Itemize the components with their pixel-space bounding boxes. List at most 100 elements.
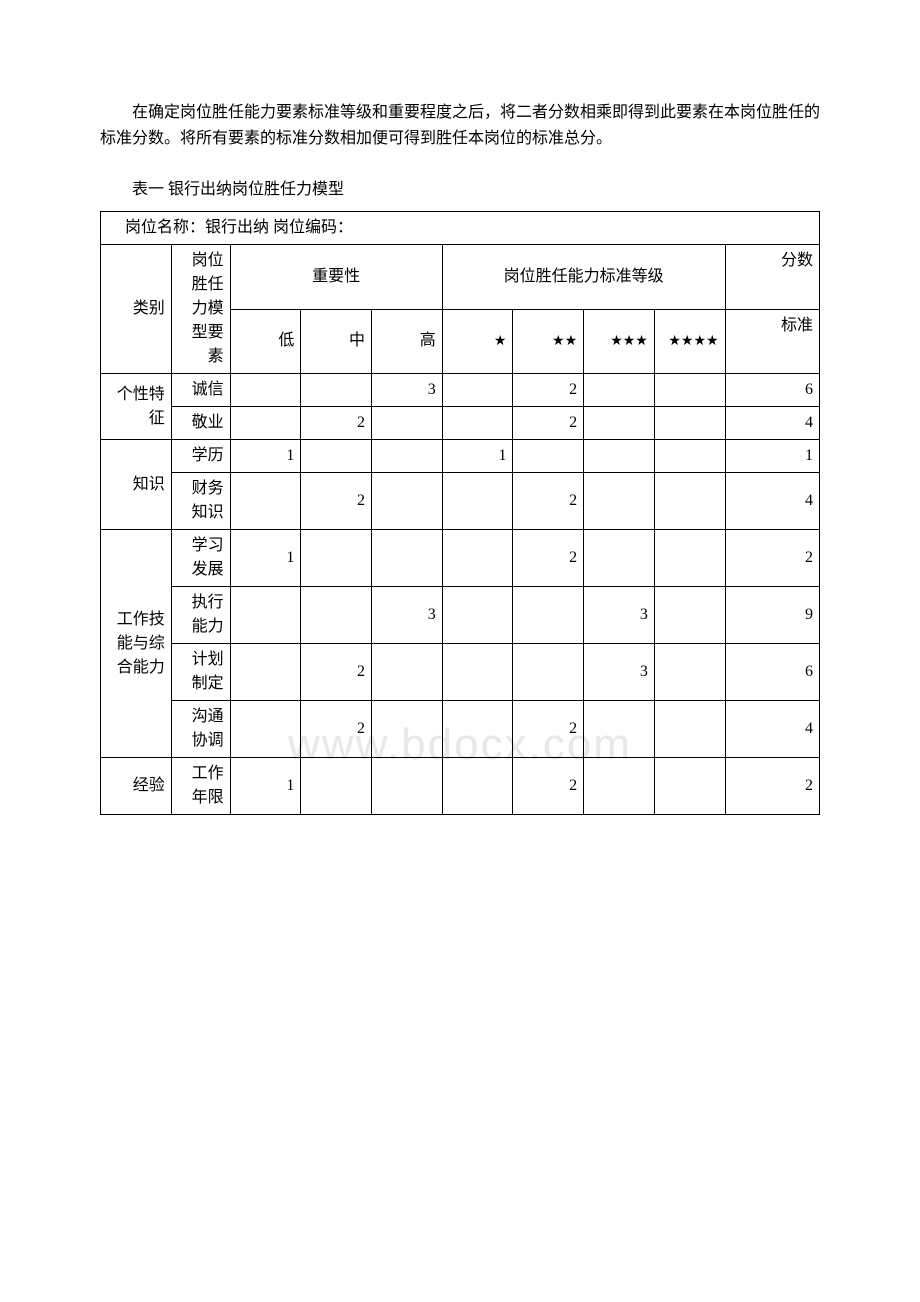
cell (513, 440, 584, 473)
element-label: 诚信 (171, 374, 230, 407)
cell: 1 (230, 530, 301, 587)
table-row: 工作技能与综合能力 学习发展 1 2 2 (101, 530, 820, 587)
cell (654, 701, 725, 758)
cell-score: 1 (725, 440, 819, 473)
hdr-star1: ★ (442, 309, 513, 374)
cell: 2 (301, 473, 372, 530)
element-label: 计划制定 (171, 644, 230, 701)
hdr-star4: ★★★★ (654, 309, 725, 374)
cell (584, 374, 655, 407)
cell (442, 644, 513, 701)
table-row: 敬业 2 2 4 (101, 407, 820, 440)
cell: 2 (513, 530, 584, 587)
category-label: 知识 (101, 440, 172, 530)
cell (584, 758, 655, 815)
cell-score: 4 (725, 701, 819, 758)
cell (372, 530, 443, 587)
hdr-importance: 重要性 (230, 245, 442, 310)
cell: 2 (301, 644, 372, 701)
cell-score: 4 (725, 407, 819, 440)
cell (230, 473, 301, 530)
cell (372, 473, 443, 530)
cell (584, 530, 655, 587)
cell: 1 (442, 440, 513, 473)
table-row: 个性特征 诚信 3 2 6 (101, 374, 820, 407)
cell (584, 440, 655, 473)
cell: 1 (230, 758, 301, 815)
cell-score: 6 (725, 374, 819, 407)
hdr-standard-level: 岗位胜任能力标准等级 (442, 245, 725, 310)
cell (513, 587, 584, 644)
table-row: 财务知识 2 2 4 (101, 473, 820, 530)
cell (230, 587, 301, 644)
hdr-star3: ★★★ (584, 309, 655, 374)
cell (442, 758, 513, 815)
element-label: 执行能力 (171, 587, 230, 644)
cell (301, 530, 372, 587)
cell (442, 407, 513, 440)
cell (301, 758, 372, 815)
cell (372, 758, 443, 815)
cell-score: 6 (725, 644, 819, 701)
cell (372, 440, 443, 473)
element-label: 学历 (171, 440, 230, 473)
cell (301, 440, 372, 473)
hdr-category: 类别 (101, 245, 172, 374)
cell-score: 9 (725, 587, 819, 644)
table-row: 知识 学历 1 1 1 (101, 440, 820, 473)
cell: 3 (372, 374, 443, 407)
cell-score: 4 (725, 473, 819, 530)
cell (654, 407, 725, 440)
table-row: 经验 工作年限 1 2 2 (101, 758, 820, 815)
cell (230, 644, 301, 701)
cell (301, 374, 372, 407)
cell (442, 374, 513, 407)
cell (513, 644, 584, 701)
cell (654, 374, 725, 407)
hdr-score: 分数 (725, 245, 819, 310)
table-caption: 表一 银行出纳岗位胜任力模型 (100, 175, 820, 199)
table-row: 计划制定 2 3 6 (101, 644, 820, 701)
cell-score: 2 (725, 758, 819, 815)
cell (230, 701, 301, 758)
cell (442, 530, 513, 587)
cell (654, 758, 725, 815)
cell (301, 587, 372, 644)
cell (654, 587, 725, 644)
cell (584, 473, 655, 530)
element-label: 学习发展 (171, 530, 230, 587)
cell (230, 407, 301, 440)
hdr-mid: 中 (301, 309, 372, 374)
cell (654, 530, 725, 587)
table-row: 执行能力 3 3 9 (101, 587, 820, 644)
hdr-standard: 标准 (725, 309, 819, 374)
category-label: 个性特征 (101, 374, 172, 440)
cell: 3 (584, 587, 655, 644)
cell (230, 374, 301, 407)
element-label: 敬业 (171, 407, 230, 440)
cell (584, 407, 655, 440)
hdr-low: 低 (230, 309, 301, 374)
cell: 2 (513, 758, 584, 815)
intro-paragraph: 在确定岗位胜任能力要素标准等级和重要程度之后，将二者分数相乘即得到此要素在本岗位… (100, 100, 820, 151)
element-label: 财务知识 (171, 473, 230, 530)
hdr-element: 岗位胜任力模型要素 (171, 245, 230, 374)
cell (654, 473, 725, 530)
cell: 2 (513, 473, 584, 530)
cell (654, 644, 725, 701)
cell: 2 (301, 701, 372, 758)
hdr-high: 高 (372, 309, 443, 374)
table-row: 沟通协调 2 2 4 (101, 701, 820, 758)
cell: 1 (230, 440, 301, 473)
element-label: 沟通协调 (171, 701, 230, 758)
cell (584, 701, 655, 758)
cell (372, 407, 443, 440)
cell (372, 644, 443, 701)
cell (372, 701, 443, 758)
header-row-1: 类别 岗位胜任力模型要素 重要性 岗位胜任能力标准等级 分数 (101, 245, 820, 310)
cell-score: 2 (725, 530, 819, 587)
cell (442, 473, 513, 530)
category-label: 经验 (101, 758, 172, 815)
cell (654, 440, 725, 473)
cell (442, 587, 513, 644)
